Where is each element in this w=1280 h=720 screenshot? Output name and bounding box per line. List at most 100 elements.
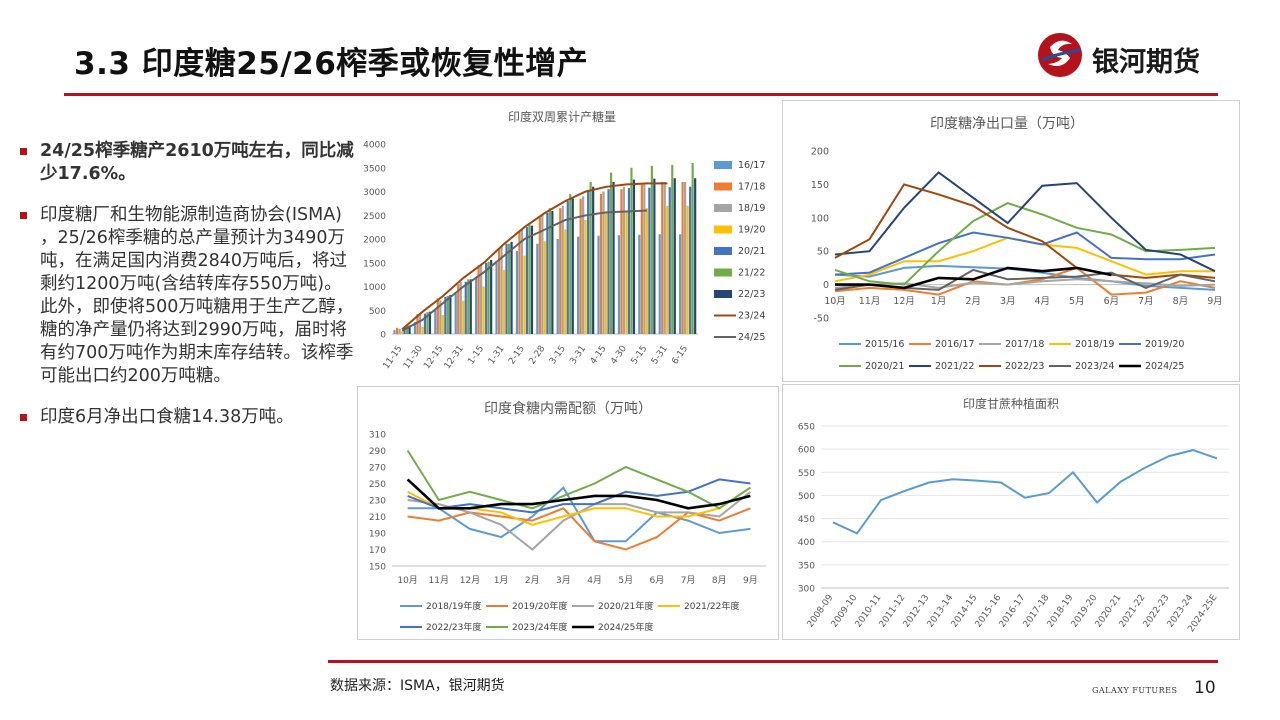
bar-21-22 xyxy=(426,312,429,334)
bar-19-20 xyxy=(666,205,669,334)
bar-22-23 xyxy=(449,295,452,334)
legend-label: 2019/20 xyxy=(1145,339,1184,350)
bar-20-21 xyxy=(423,313,427,334)
legend-label: 2020/21年度 xyxy=(598,600,653,612)
x-tick-label: 11-15 xyxy=(381,344,404,371)
series-line-202425 xyxy=(835,266,1112,290)
x-tick-label: 6月 xyxy=(650,575,665,586)
y-tick-label: 0 xyxy=(380,331,386,341)
bar-17-18 xyxy=(457,284,460,334)
bar-20-21 xyxy=(444,296,447,334)
bar-20-21 xyxy=(627,188,631,334)
x-tick-label: 3月 xyxy=(1000,296,1016,307)
bar-18-19 xyxy=(439,300,442,334)
series-line-201819 xyxy=(407,486,751,543)
bar-16-17 xyxy=(454,293,457,334)
bar-22-23 xyxy=(673,178,676,334)
bar-20-21 xyxy=(525,227,529,334)
bar-21-22 xyxy=(507,243,511,334)
x-tick-label: 7月 xyxy=(1138,296,1154,307)
y-tick-label: 3500 xyxy=(363,164,386,174)
y-tick-label: 500 xyxy=(369,307,386,317)
legend-label: 2022/23年度 xyxy=(426,621,481,633)
x-tick-label: 2月 xyxy=(525,575,540,586)
legend-label: 20/21 xyxy=(738,246,765,257)
legend-label: 2021/22年度 xyxy=(684,600,739,612)
bar-20-21 xyxy=(648,187,651,334)
y-tick-label: 190 xyxy=(369,530,386,540)
x-tick-label: 1-15 xyxy=(466,344,486,366)
bar-19-20 xyxy=(400,331,404,334)
bar-20-21 xyxy=(403,327,406,334)
x-tick-label: 1月 xyxy=(494,575,509,586)
galaxy-logo-icon xyxy=(1038,33,1082,77)
series-line-201920 xyxy=(834,231,1216,276)
x-tick-label: 5-15 xyxy=(630,344,650,366)
y-tick-label: 300 xyxy=(798,585,815,595)
legend-label: 21/22 xyxy=(738,268,765,279)
series-line-202122 xyxy=(834,171,1216,273)
x-tick-label: 5月 xyxy=(1069,296,1085,307)
y-tick-label: 310 xyxy=(369,431,386,441)
legend-label: 2023/24 xyxy=(1075,361,1114,372)
y-tick-label: 500 xyxy=(798,492,815,502)
bar-17-18 xyxy=(599,193,603,334)
x-tick-label: 2月 xyxy=(965,296,981,307)
y-tick-label: 250 xyxy=(369,480,386,490)
y-tick-label: 230 xyxy=(369,497,386,507)
legend-label: 2018/19 xyxy=(1075,339,1114,350)
bar-19-20 xyxy=(543,241,546,334)
x-tick-label: 4月 xyxy=(1034,296,1050,307)
x-tick-label: 12-31 xyxy=(443,344,466,371)
legend-label: 22/23 xyxy=(738,289,765,300)
series-line-2425 xyxy=(401,209,648,332)
legend-label: 2019/20年度 xyxy=(512,600,567,612)
series-line-main xyxy=(832,449,1218,535)
y-tick-label: 290 xyxy=(369,447,386,457)
bar-17-18 xyxy=(395,327,399,334)
x-tick-label: 3-15 xyxy=(548,344,568,366)
bar-17-18 xyxy=(661,182,664,334)
x-tick-label: 12月 xyxy=(460,575,480,586)
bar-21-22 xyxy=(569,193,572,334)
bar-18-19 xyxy=(582,196,585,334)
bar-22-23 xyxy=(612,182,615,334)
bar-20-21 xyxy=(587,191,590,334)
x-tick-label: 12月 xyxy=(893,296,915,307)
x-tick-label: 8月 xyxy=(1173,296,1189,307)
legend-label: 2022/23 xyxy=(1005,361,1044,372)
bar-18-19 xyxy=(500,246,503,334)
legend-label: 24/25 xyxy=(738,332,765,343)
x-tick-label: 4-15 xyxy=(589,344,609,366)
bar-17-18 xyxy=(477,265,480,334)
bar-17-18 xyxy=(640,184,643,334)
x-tick-label: 10月 xyxy=(397,575,417,586)
bar-17-18 xyxy=(497,248,501,334)
y-tick-label: 600 xyxy=(798,446,815,456)
brand-name: 银河期货 xyxy=(1092,47,1200,78)
y-tick-label: 550 xyxy=(798,469,815,479)
biweekly-production-chart: 印度双周累计产糖量 0 500 1000 1500 2000 2500 3000 3500 400… xyxy=(363,109,765,371)
legend-label: 2023/24年度 xyxy=(512,621,567,633)
x-tick-label: 2-28 xyxy=(528,344,548,367)
chart-title: 印度甘蔗种植面积 xyxy=(963,396,1059,411)
bar-19-20 xyxy=(523,255,526,334)
y-tick-label: 150 xyxy=(811,180,829,191)
bar-21-22 xyxy=(446,296,449,334)
y-tick-label: 170 xyxy=(369,546,386,556)
bar-16-17 xyxy=(679,234,682,334)
bar-17-18 xyxy=(681,182,684,334)
y-tick-label: 2500 xyxy=(363,212,386,222)
bar-20-21 xyxy=(566,201,569,334)
legend-swatch xyxy=(714,204,732,212)
bar-19-20 xyxy=(502,269,506,334)
header-divider xyxy=(64,93,1218,96)
y-tick-label: 650 xyxy=(798,423,815,433)
chart-panel-domestic-quota: 印度食糖内需配额（万吨） 150 170 190 210 230 250 270 290 310 1… xyxy=(357,386,779,640)
page-number: 10 xyxy=(1194,678,1216,698)
x-tick-label: 11月 xyxy=(859,296,881,307)
bar-21-22 xyxy=(487,261,490,334)
x-tick-label: 9月 xyxy=(1207,296,1223,307)
bar-21-22 xyxy=(528,224,531,334)
bar-17-18 xyxy=(579,198,582,334)
